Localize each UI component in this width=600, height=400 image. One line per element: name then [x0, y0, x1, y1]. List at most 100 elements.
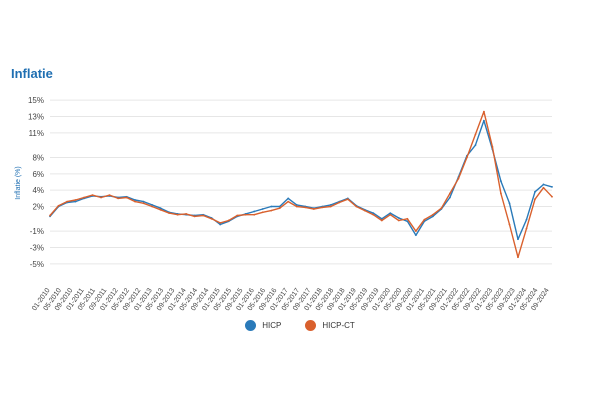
data-point-hicp-ct [227, 219, 230, 222]
legend-label-hicp: HICP [262, 321, 282, 330]
data-point-hicp [329, 204, 332, 206]
data-point-hicp-ct [380, 219, 383, 222]
data-point-hicp [380, 217, 383, 220]
data-point-hicp-ct [534, 198, 536, 201]
data-point-hicp-ct [287, 200, 290, 203]
data-point-hicp [500, 180, 502, 183]
legend-label-hicp-ct: HICP-CT [322, 321, 355, 330]
data-point-hicp-ct [236, 214, 239, 217]
data-point-hicp-ct [83, 196, 85, 199]
data-point-hicp [525, 218, 528, 221]
data-point-hicp-ct [355, 205, 358, 208]
data-point-hicp-ct [185, 213, 188, 215]
legend: HICP HICP-CT [0, 320, 600, 331]
y-tick-label: 2% [32, 203, 44, 212]
series-line-hicp-ct [49, 110, 553, 258]
data-point-hicp-ct [312, 208, 315, 210]
data-point-hicp-ct [295, 205, 298, 208]
data-point-hicp-ct [108, 194, 111, 196]
data-point-hicp [270, 205, 273, 208]
data-point-hicp-ct [159, 208, 162, 211]
data-point-hicp-ct [321, 206, 324, 209]
chart-title: Inflatie [11, 66, 53, 81]
data-point-hicp-ct [448, 192, 451, 195]
data-point-hicp-ct [253, 213, 256, 216]
data-point-hicp-ct [466, 156, 468, 159]
data-point-hicp-ct [134, 200, 136, 203]
data-point-hicp-ct [66, 200, 68, 203]
data-point-hicp [295, 204, 298, 206]
data-point-hicp [372, 212, 375, 214]
data-point-hicp [253, 210, 256, 213]
data-point-hicp-ct [304, 206, 307, 209]
y-tick-label: -3% [30, 243, 44, 252]
data-point-hicp [287, 197, 290, 200]
data-point-hicp-ct [261, 211, 264, 214]
data-point-hicp [551, 186, 553, 188]
legend-marker-hicp [245, 320, 257, 331]
data-point-hicp [534, 190, 536, 193]
data-point-hicp-ct [525, 227, 528, 230]
legend-item-hicp[interactable]: HICP [245, 320, 281, 331]
data-point-hicp-ct [142, 202, 145, 205]
x-axis-ticks: 01-201005-201009-201001-201105-201109-20… [31, 287, 551, 312]
data-point-hicp [159, 207, 162, 210]
data-point-hicp-ct [117, 197, 119, 200]
data-point-hicp-ct [372, 213, 375, 216]
grid-layer [50, 99, 552, 265]
data-point-hicp [74, 200, 77, 203]
data-point-hicp-ct [49, 214, 51, 217]
data-point-hicp-ct [74, 199, 77, 201]
data-point-hicp-ct [363, 209, 366, 212]
data-point-hicp-ct [397, 219, 400, 222]
data-point-hicp-ct [474, 133, 477, 136]
data-point-hicp [474, 144, 477, 147]
data-point-hicp [431, 215, 434, 218]
data-point-hicp-ct [219, 222, 222, 224]
data-point-hicp-ct [100, 196, 102, 199]
data-point-hicp-ct [270, 209, 273, 212]
data-point-hicp-ct [483, 110, 485, 113]
data-point-hicp [261, 208, 264, 210]
data-point-hicp-ct [125, 196, 128, 199]
y-tick-label: -1% [30, 227, 44, 236]
data-point-hicp-ct [202, 214, 205, 217]
data-point-hicp [134, 199, 136, 201]
data-point-hicp-ct [176, 213, 179, 216]
data-point-hicp-ct [423, 218, 426, 221]
data-point-hicp-ct [406, 217, 409, 220]
data-point-hicp-ct [500, 192, 502, 195]
legend-marker-hicp-ct [305, 320, 317, 331]
data-point-hicp-ct [542, 186, 545, 189]
y-axis-ticks: 15% 13% 11% 8% 6% 4% 2% -1% -3% -5% [28, 96, 44, 269]
y-tick-label: 11% [29, 129, 44, 138]
series-layer [49, 110, 553, 259]
legend-item-hicp-ct[interactable]: HICP-CT [305, 320, 355, 331]
data-point-hicp-ct [508, 223, 511, 226]
y-tick-label: 4% [32, 186, 44, 195]
y-tick-label: 6% [32, 170, 44, 179]
data-point-hicp-ct [389, 213, 392, 216]
data-point-hicp-ct [517, 256, 519, 259]
data-point-hicp-ct [431, 213, 434, 216]
y-axis-label: Inflatie (%) [15, 166, 22, 199]
data-point-hicp-ct [338, 201, 341, 204]
data-point-hicp [483, 119, 485, 122]
data-point-hicp-ct [193, 215, 196, 218]
data-point-hicp [219, 223, 222, 226]
data-point-hicp [389, 212, 392, 214]
data-point-hicp-ct [440, 207, 443, 210]
data-point-hicp [151, 204, 154, 206]
data-point-hicp-ct [151, 205, 154, 208]
data-point-hicp [542, 183, 545, 186]
data-point-hicp [142, 200, 145, 203]
data-point-hicp-ct [346, 198, 349, 201]
data-point-hicp-ct [551, 195, 553, 198]
data-point-hicp-ct [278, 207, 281, 210]
data-point-hicp-ct [457, 177, 460, 180]
data-point-hicp [508, 202, 511, 205]
data-point-hicp-ct [91, 194, 94, 196]
data-point-hicp-ct [491, 145, 494, 148]
y-tick-label: -5% [30, 260, 44, 269]
